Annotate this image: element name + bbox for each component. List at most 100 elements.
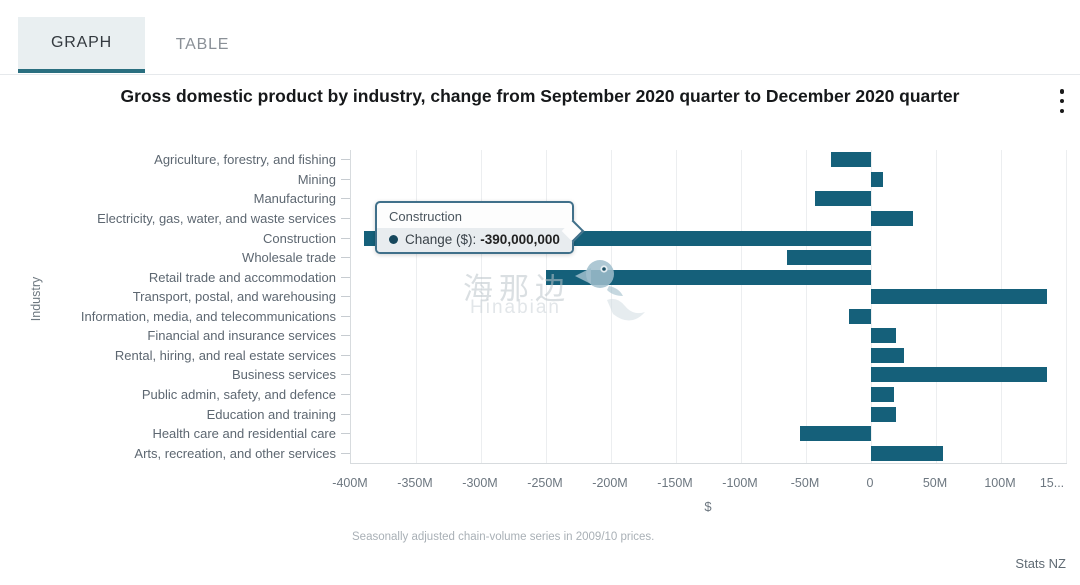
tooltip-value-row: Change ($): -390,000,000: [377, 228, 572, 252]
category-row: Transport, postal, and warehousing: [0, 287, 350, 307]
x-tick-label: 100M: [984, 476, 1016, 490]
gridline: [1001, 150, 1002, 463]
tab-graph-label: GRAPH: [51, 34, 112, 51]
bar-Mining[interactable]: [871, 171, 883, 187]
gridline: [871, 150, 872, 463]
gridline: [1066, 150, 1067, 463]
bar-Financial and insurance services[interactable]: [871, 328, 896, 344]
y-axis-tick: [341, 354, 350, 356]
category-label: Financial and insurance services: [147, 328, 336, 344]
series-dot-icon: [389, 235, 398, 244]
x-tick-label: -300M: [462, 476, 498, 490]
x-tick-label: -150M: [657, 476, 693, 490]
y-axis-tick: [341, 374, 350, 376]
x-axis-title: $: [704, 499, 712, 514]
y-axis-tick: [341, 159, 350, 161]
y-axis-tick: [341, 178, 350, 180]
x-tick-label: -250M: [527, 476, 563, 490]
bar-Public admin, safety, and defence[interactable]: [871, 387, 895, 403]
category-row: Rental, hiring, and real estate services: [0, 346, 350, 366]
category-label: Wholesale trade: [242, 250, 336, 266]
y-axis-tick: [341, 433, 350, 435]
category-row: Construction: [0, 228, 350, 248]
gridline: [936, 150, 937, 463]
x-tick-label: -200M: [592, 476, 628, 490]
chart-footnote: Seasonally adjusted chain-volume series …: [352, 531, 655, 543]
y-axis-tick: [341, 257, 350, 259]
bar-Health care and residential care[interactable]: [799, 426, 871, 442]
category-label: Health care and residential care: [152, 426, 336, 442]
bar-Rental, hiring, and real estate services[interactable]: [871, 347, 904, 363]
bar-Wholesale trade[interactable]: [786, 250, 871, 266]
gridline: [546, 150, 547, 463]
category-label: Arts, recreation, and other services: [134, 445, 336, 461]
plot-area: [350, 150, 1067, 464]
category-row: Information, media, and telecommunicatio…: [0, 307, 350, 327]
category-row: Public admin, safety, and defence: [0, 385, 350, 405]
title-bar: Gross domestic product by industry, chan…: [40, 86, 1040, 108]
x-tick-label: -50M: [790, 476, 820, 490]
bar-Retail trade and accommodation[interactable]: [546, 269, 871, 285]
category-label: Electricity, gas, water, and waste servi…: [97, 210, 336, 226]
category-row: Mining: [0, 170, 350, 190]
tab-table[interactable]: TABLE: [150, 17, 255, 73]
category-label: Information, media, and telecommunicatio…: [80, 308, 336, 324]
x-tick-label: -400M: [332, 476, 368, 490]
category-label: Construction: [263, 230, 336, 246]
bar-Information, media, and telecommunications[interactable]: [848, 308, 871, 324]
y-axis-tick: [341, 315, 350, 317]
tooltip-value: -390,000,000: [480, 232, 560, 247]
category-label: Manufacturing: [253, 191, 336, 207]
bar-Education and training[interactable]: [871, 406, 896, 422]
y-axis-tick: [341, 452, 350, 454]
category-label: Retail trade and accommodation: [148, 269, 336, 285]
category-row: Arts, recreation, and other services: [0, 443, 350, 463]
tooltip-series-label: Change ($):: [405, 232, 477, 247]
category-row: Business services: [0, 365, 350, 385]
x-tick-label: 0: [866, 476, 874, 490]
category-label: Mining: [297, 171, 336, 187]
gridline: [416, 150, 417, 463]
y-axis-tick: [341, 217, 350, 219]
category-label: Agriculture, forestry, and fishing: [154, 152, 336, 168]
bar-Transport, postal, and warehousing[interactable]: [871, 289, 1047, 305]
category-label: Rental, hiring, and real estate services: [114, 347, 336, 363]
y-axis-tick: [341, 276, 350, 278]
gridline: [806, 150, 807, 463]
tooltip: Construction Change ($): -390,000,000: [375, 201, 585, 254]
y-axis-tick: [341, 198, 350, 200]
category-row: Wholesale trade: [0, 248, 350, 268]
bar-Agriculture, forestry, and fishing[interactable]: [830, 152, 871, 168]
category-row: Electricity, gas, water, and waste servi…: [0, 209, 350, 229]
tab-bar: GRAPH TABLE: [0, 0, 1080, 75]
gridline: [481, 150, 482, 463]
bar-Manufacturing[interactable]: [815, 191, 871, 207]
gridline: [611, 150, 612, 463]
category-row: Retail trade and accommodation: [0, 267, 350, 287]
gridline: [741, 150, 742, 463]
category-row: Agriculture, forestry, and fishing: [0, 150, 350, 170]
category-axis: Agriculture, forestry, and fishing Mining…: [0, 150, 350, 463]
source-attribution: Stats NZ: [1015, 556, 1066, 571]
category-row: Financial and insurance services: [0, 326, 350, 346]
y-axis-tick: [341, 413, 350, 415]
tab-table-label: TABLE: [175, 36, 230, 53]
bar-Business services[interactable]: [871, 367, 1047, 383]
category-row: Manufacturing: [0, 189, 350, 209]
y-axis-tick: [341, 237, 350, 239]
bar-Electricity, gas, water, and waste services[interactable]: [871, 210, 913, 226]
y-axis-tick: [341, 394, 350, 396]
y-axis-tick: [341, 335, 350, 337]
x-tick-label: -100M: [722, 476, 758, 490]
tab-graph[interactable]: GRAPH: [18, 17, 145, 73]
tooltip-title: Construction: [389, 209, 462, 224]
y-axis-tick: [341, 296, 350, 298]
x-tick-label: 15...: [1039, 476, 1065, 490]
category-label: Business services: [231, 367, 336, 383]
bar-Arts, recreation, and other services[interactable]: [871, 445, 943, 461]
gridline: [676, 150, 677, 463]
x-tick-label: -350M: [397, 476, 433, 490]
category-label: Education and training: [206, 406, 336, 422]
kebab-menu-icon[interactable]: [1052, 89, 1072, 113]
